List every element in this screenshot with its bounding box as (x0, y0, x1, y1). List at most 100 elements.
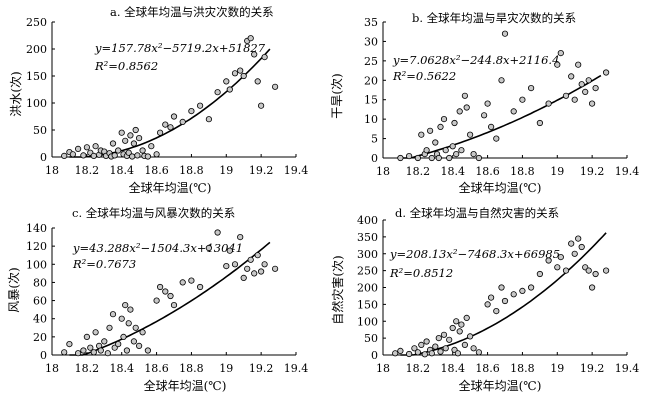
y-tick-label: 100 (26, 97, 47, 110)
data-point (101, 338, 108, 345)
y-tick-label: 60 (33, 295, 47, 308)
x-tick-label: 19.2 (249, 362, 274, 375)
y-tick-label: 300 (357, 248, 378, 261)
x-tick-label: 19.4 (284, 362, 309, 375)
y-tick-label: 150 (357, 298, 378, 311)
data-point (153, 297, 160, 304)
y-tick-label: 200 (357, 282, 378, 295)
data-point (90, 349, 97, 356)
data-point (132, 324, 139, 331)
data-point (487, 294, 495, 301)
data-point (144, 153, 151, 160)
data-point (562, 267, 570, 274)
data-point (127, 132, 134, 139)
r-squared: R²=0.7673 (72, 257, 136, 271)
data-point (237, 234, 244, 241)
x-tick-label: 19.4 (615, 362, 640, 375)
data-point (414, 154, 421, 162)
data-point (545, 257, 552, 264)
data-point (463, 314, 470, 321)
x-axis-label: 全球年均温(℃) (459, 378, 542, 393)
data-point (139, 329, 146, 336)
x-tick-label: 18.6 (144, 362, 169, 375)
r-squared: R²=0.8512 (389, 266, 453, 280)
x-tick-label: 18 (45, 362, 59, 375)
y-tick-label: 400 (357, 214, 378, 227)
data-point (214, 229, 221, 236)
data-point (127, 306, 134, 313)
data-point (61, 349, 68, 356)
data-point (120, 333, 127, 340)
data-point (226, 86, 233, 93)
data-point (179, 118, 186, 126)
data-point (271, 265, 279, 272)
data-point (428, 154, 435, 162)
fit-equation: y=7.0628x²−244.8x+2116.4 (392, 53, 559, 67)
data-point (440, 331, 448, 338)
x-tick-label: 18.8 (510, 362, 535, 375)
x-tick-label: 19.4 (615, 165, 640, 178)
x-tick-label: 18.6 (475, 165, 500, 178)
y-tick-label: 50 (364, 332, 378, 345)
data-point (148, 143, 155, 150)
y-tick-label: 250 (26, 16, 47, 29)
trend-curve (69, 241, 271, 356)
y-tick-label: 100 (357, 315, 378, 328)
data-point (461, 341, 468, 348)
trend-curve (400, 232, 607, 356)
data-point (592, 85, 599, 92)
data-point (446, 154, 453, 162)
data-point (454, 350, 461, 357)
data-point (449, 324, 456, 332)
data-point (414, 349, 421, 356)
data-point (111, 152, 118, 159)
y-tick-label: 20 (364, 74, 378, 87)
data-point (111, 344, 118, 351)
data-point (188, 277, 195, 284)
data-point (197, 283, 204, 291)
data-point (223, 78, 230, 85)
data-point (188, 108, 195, 115)
data-point (487, 123, 495, 131)
data-point (83, 333, 91, 340)
data-point (519, 96, 526, 103)
data-point (397, 347, 404, 354)
data-point (602, 267, 610, 274)
data-point (157, 283, 164, 291)
data-point (261, 53, 268, 61)
data-point (493, 135, 500, 142)
data-point (437, 123, 444, 131)
data-point (257, 268, 265, 275)
data-point (536, 119, 544, 127)
data-point (428, 350, 435, 357)
x-tick-label: 18.6 (475, 362, 500, 375)
data-point (575, 235, 582, 242)
x-tick-label: 19 (219, 164, 233, 177)
y-axis-label: 干旱(次) (330, 73, 344, 118)
data-point (588, 284, 596, 291)
fit-equation: y=43.288x²−1504.3x+13041 (72, 241, 243, 255)
data-point (244, 265, 251, 272)
data-point (418, 131, 425, 138)
y-tick-label: 200 (26, 43, 47, 56)
data-point (61, 152, 68, 159)
data-point (435, 334, 442, 342)
data-point (602, 69, 610, 76)
chart-title: d. 全球年均温与自然灾害的关系 (395, 206, 559, 220)
data-point (423, 147, 430, 154)
data-point (432, 343, 439, 350)
data-point (557, 49, 564, 57)
x-tick-label: 18.4 (109, 362, 134, 375)
markers (397, 30, 610, 162)
chart-title: c. 全球年均温与风暴次数的关系 (72, 206, 235, 220)
data-point (498, 77, 505, 84)
data-point (446, 336, 453, 343)
x-tick-label: 18.4 (440, 362, 465, 375)
r-squared: R²=0.5622 (392, 69, 456, 83)
data-point (405, 153, 413, 160)
data-point (510, 108, 517, 115)
data-point (432, 139, 439, 146)
data-point (510, 291, 517, 298)
data-point (170, 113, 178, 120)
data-point (423, 338, 430, 345)
